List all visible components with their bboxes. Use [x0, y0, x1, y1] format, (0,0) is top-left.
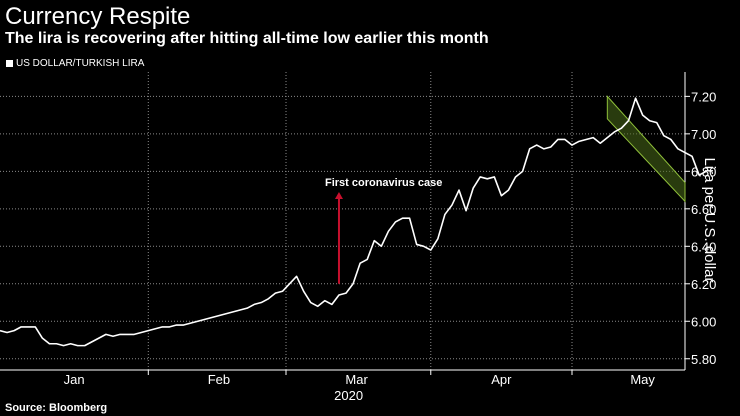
- x-tick-label: Feb: [208, 372, 230, 387]
- chart-subtitle: The lira is recovering after hitting all…: [5, 30, 489, 47]
- x-tick-label: May: [630, 372, 655, 387]
- x-tick-label: Apr: [491, 372, 512, 387]
- y-tick-label: 5.80: [691, 352, 716, 367]
- series-line: [0, 97, 707, 347]
- y-tick-label: 7.00: [691, 127, 716, 142]
- legend: US DOLLAR/TURKISH LIRA: [6, 58, 144, 69]
- x-tick-label: Mar: [345, 372, 368, 387]
- y-tick-label: 6.40: [691, 239, 716, 254]
- y-tick-label: 6.00: [691, 314, 716, 329]
- y-tick-label: 6.60: [691, 202, 716, 217]
- y-axis-title: Lira per U.S. dollar: [701, 157, 718, 282]
- x-tick-label: Jan: [64, 372, 85, 387]
- legend-swatch: [6, 60, 13, 67]
- legend-label: US DOLLAR/TURKISH LIRA: [16, 58, 145, 69]
- annotation-arrowhead: [334, 191, 343, 199]
- year-label: 2020: [334, 388, 363, 400]
- y-tick-label: 6.20: [691, 277, 716, 292]
- source-note: Source: Bloomberg: [5, 402, 108, 414]
- chart-title: Currency Respite: [5, 3, 191, 30]
- trend-channel: [606, 95, 686, 203]
- y-tick-label: 7.20: [691, 89, 716, 104]
- annotation-label: First coronavirus case: [325, 177, 442, 189]
